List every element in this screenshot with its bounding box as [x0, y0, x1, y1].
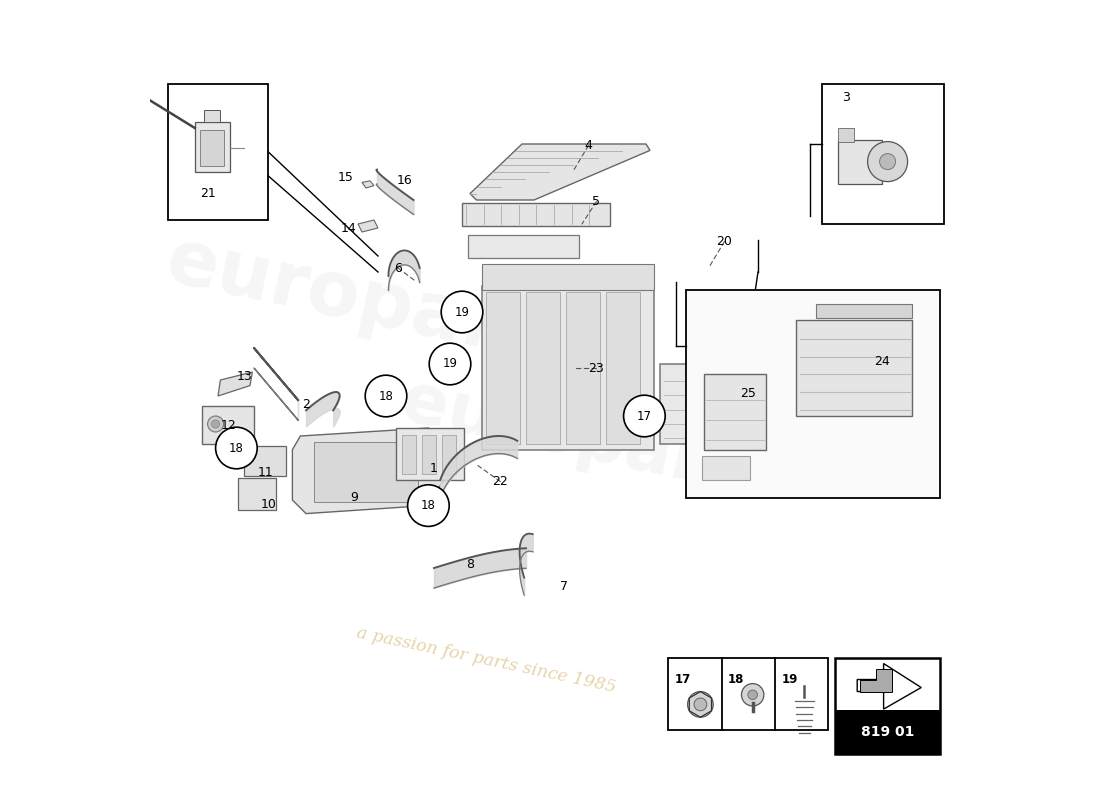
Text: 1: 1 — [430, 462, 438, 474]
Circle shape — [208, 416, 223, 432]
Text: 17: 17 — [674, 673, 691, 686]
Polygon shape — [860, 669, 892, 691]
Polygon shape — [218, 372, 252, 396]
Text: 19: 19 — [781, 673, 798, 686]
Text: 22: 22 — [493, 475, 508, 488]
Bar — [822, 84, 944, 224]
Circle shape — [211, 420, 220, 428]
Circle shape — [868, 142, 908, 182]
Bar — [486, 292, 519, 444]
Bar — [244, 446, 286, 476]
Bar — [469, 235, 579, 258]
Text: europarts: europarts — [160, 224, 588, 384]
Text: 2: 2 — [302, 398, 310, 410]
Text: 16: 16 — [396, 174, 412, 186]
Text: a passion for parts since 1985: a passion for parts since 1985 — [355, 624, 617, 696]
Text: 3: 3 — [843, 91, 850, 104]
Text: 18: 18 — [229, 442, 244, 454]
Polygon shape — [470, 144, 650, 200]
Text: 8: 8 — [466, 558, 474, 570]
Circle shape — [365, 375, 407, 417]
Text: 15: 15 — [338, 171, 354, 184]
Text: 17: 17 — [637, 410, 652, 422]
Text: 23: 23 — [588, 362, 604, 374]
Circle shape — [408, 485, 449, 526]
Bar — [838, 128, 854, 142]
Bar — [835, 658, 940, 754]
Text: 10: 10 — [261, 498, 276, 510]
Text: 18: 18 — [728, 673, 745, 686]
Circle shape — [624, 395, 666, 437]
Bar — [462, 203, 610, 226]
Bar — [422, 435, 437, 474]
Text: europarts: europarts — [395, 367, 785, 513]
Polygon shape — [362, 181, 374, 188]
Bar — [796, 320, 912, 416]
Text: 12: 12 — [220, 419, 236, 432]
Circle shape — [748, 690, 758, 699]
Bar — [704, 374, 766, 450]
Text: 21: 21 — [200, 187, 216, 200]
Polygon shape — [857, 663, 921, 709]
Bar — [526, 292, 560, 444]
Bar — [202, 406, 254, 444]
Bar — [482, 286, 654, 450]
Bar — [702, 456, 750, 480]
Text: 24: 24 — [874, 355, 890, 368]
Bar — [200, 130, 224, 166]
Bar — [442, 435, 456, 474]
Text: 819 01: 819 01 — [861, 726, 914, 739]
Bar — [314, 442, 418, 502]
Text: 13: 13 — [236, 370, 252, 382]
Bar — [606, 292, 639, 444]
Bar — [566, 292, 600, 444]
Bar — [402, 435, 417, 474]
Text: 18: 18 — [421, 499, 436, 512]
Bar — [205, 110, 220, 122]
Text: 7: 7 — [560, 580, 569, 593]
Bar — [669, 658, 828, 730]
Bar — [238, 478, 276, 510]
Bar — [660, 364, 745, 444]
Text: 6: 6 — [394, 262, 402, 274]
Text: 19: 19 — [454, 306, 470, 318]
Bar — [195, 122, 230, 172]
Text: 11: 11 — [258, 466, 274, 478]
Bar — [815, 304, 912, 318]
Polygon shape — [358, 220, 378, 232]
Bar — [835, 710, 940, 754]
Circle shape — [216, 427, 257, 469]
Circle shape — [441, 291, 483, 333]
Text: 19: 19 — [442, 358, 458, 370]
Text: 9: 9 — [350, 491, 358, 504]
Text: 5: 5 — [593, 195, 601, 208]
Text: 20: 20 — [716, 235, 733, 248]
Circle shape — [741, 683, 763, 706]
Bar — [396, 428, 464, 480]
Text: 25: 25 — [740, 387, 757, 400]
Text: 14: 14 — [341, 222, 356, 234]
Circle shape — [688, 691, 713, 717]
Bar — [686, 290, 940, 498]
Text: 18: 18 — [378, 390, 394, 402]
Bar — [838, 140, 882, 184]
Polygon shape — [293, 428, 444, 514]
Text: 4: 4 — [584, 139, 592, 152]
Bar — [167, 84, 268, 220]
Circle shape — [880, 154, 895, 170]
Circle shape — [429, 343, 471, 385]
Bar — [482, 264, 654, 290]
Circle shape — [694, 698, 707, 711]
